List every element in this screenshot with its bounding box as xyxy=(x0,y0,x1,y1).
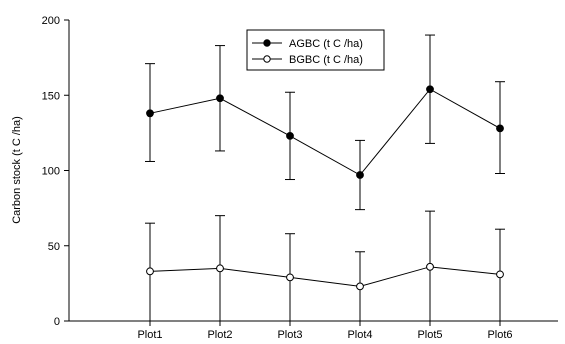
data-point xyxy=(286,273,294,282)
x-tick-label: Plot1 xyxy=(137,329,162,341)
data-point xyxy=(496,270,504,279)
data-point xyxy=(146,109,154,118)
legend-box xyxy=(246,29,385,71)
series xyxy=(145,34,505,321)
x-tick-label: Plot3 xyxy=(277,329,302,341)
y-ticks: 0 50 100 150 200 xyxy=(42,15,69,328)
y-tick-label: 50 xyxy=(48,241,60,253)
x-ticks: Plot1 Plot2 Plot3 Plot4 Plot5 Plot6 xyxy=(137,321,513,341)
legend-label-bgbc: BGBC (t C /ha) xyxy=(289,54,363,66)
legend-marker-bgbc xyxy=(263,55,271,63)
data-point xyxy=(356,282,364,291)
y-axis-label: Carbon stock (t C /ha) xyxy=(11,116,23,224)
series-line xyxy=(149,88,501,176)
legend-marker-agbc xyxy=(263,39,271,47)
data-point xyxy=(216,94,224,103)
series-line xyxy=(149,266,501,287)
legend-label-agbc: AGBC (t C /ha) xyxy=(289,38,363,50)
data-point xyxy=(216,264,224,273)
data-point xyxy=(146,267,154,276)
y-tick-label: 150 xyxy=(42,90,60,102)
data-point xyxy=(356,171,364,179)
y-tick-label: 100 xyxy=(42,166,60,178)
y-tick-label: 200 xyxy=(42,15,60,27)
x-tick-label: Plot6 xyxy=(487,329,512,341)
data-point xyxy=(426,85,434,94)
data-point xyxy=(496,124,504,133)
x-tick-label: Plot5 xyxy=(417,329,442,341)
legend: AGBC (t C /ha) BGBC (t C /ha) xyxy=(246,29,385,71)
data-point xyxy=(286,131,294,140)
y-tick-label: 0 xyxy=(54,316,60,328)
x-tick-label: Plot4 xyxy=(347,329,372,341)
data-point xyxy=(426,262,434,271)
x-tick-label: Plot2 xyxy=(207,329,232,341)
series-agbc xyxy=(145,34,505,211)
series-bgbc xyxy=(145,210,505,321)
